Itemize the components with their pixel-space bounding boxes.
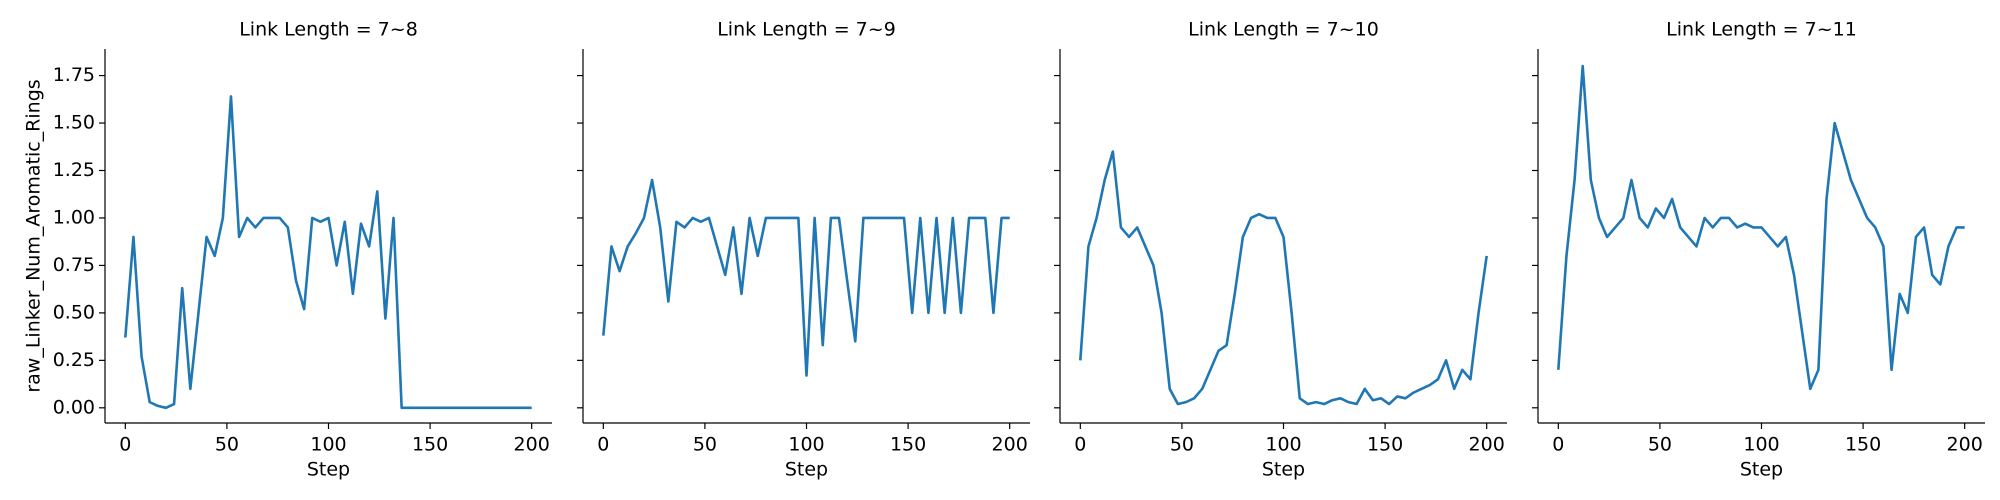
- y-tick-label: 1.00: [53, 206, 95, 228]
- x-tick-label: 0: [1074, 434, 1086, 456]
- x-tick-label: 200: [1947, 434, 1983, 456]
- data-line: [124, 95, 532, 410]
- panel-title: Link Length = 7~8: [239, 19, 418, 41]
- y-tick-label: 1.75: [53, 64, 95, 86]
- x-axis-label: Step: [1262, 459, 1305, 481]
- x-tick-label: 50: [215, 434, 239, 456]
- x-tick-label: 100: [1743, 434, 1779, 456]
- panel-title: Link Length = 7~9: [717, 19, 896, 41]
- y-tick-label: 0.00: [53, 396, 95, 418]
- y-tick-label: 1.50: [53, 112, 95, 134]
- data-line: [602, 178, 1010, 377]
- x-axis-label: Step: [1740, 459, 1783, 481]
- x-tick-label: 0: [597, 434, 609, 456]
- x-tick-label: 150: [890, 434, 926, 456]
- x-tick-label: 100: [310, 434, 346, 456]
- panel-title: Link Length = 7~10: [1188, 19, 1379, 41]
- x-tick-label: 150: [1367, 434, 1403, 456]
- x-tick-label: 200: [1469, 434, 1505, 456]
- x-tick-label: 200: [514, 434, 550, 456]
- x-tick-label: 100: [1265, 434, 1301, 456]
- y-tick-label: 0.75: [53, 254, 95, 276]
- x-tick-label: 0: [1552, 434, 1564, 456]
- x-tick-label: 0: [119, 434, 131, 456]
- x-tick-label: 100: [788, 434, 824, 456]
- y-tick-label: 0.50: [53, 301, 95, 323]
- x-tick-label: 150: [1845, 434, 1881, 456]
- data-line: [1079, 150, 1488, 406]
- data-line: [1557, 64, 1965, 391]
- x-tick-label: 50: [1170, 434, 1194, 456]
- x-axis-label: Step: [785, 459, 828, 481]
- y-tick-label: 1.25: [53, 159, 95, 181]
- x-tick-label: 50: [1648, 434, 1672, 456]
- x-tick-label: 150: [412, 434, 448, 456]
- x-tick-label: 50: [693, 434, 717, 456]
- x-axis-label: Step: [307, 459, 350, 481]
- x-tick-label: 200: [992, 434, 1028, 456]
- panel-title: Link Length = 7~11: [1666, 19, 1857, 41]
- y-tick-label: 0.25: [53, 349, 95, 371]
- y-axis-label: raw_Linker_Num_Aromatic_Rings: [23, 79, 45, 392]
